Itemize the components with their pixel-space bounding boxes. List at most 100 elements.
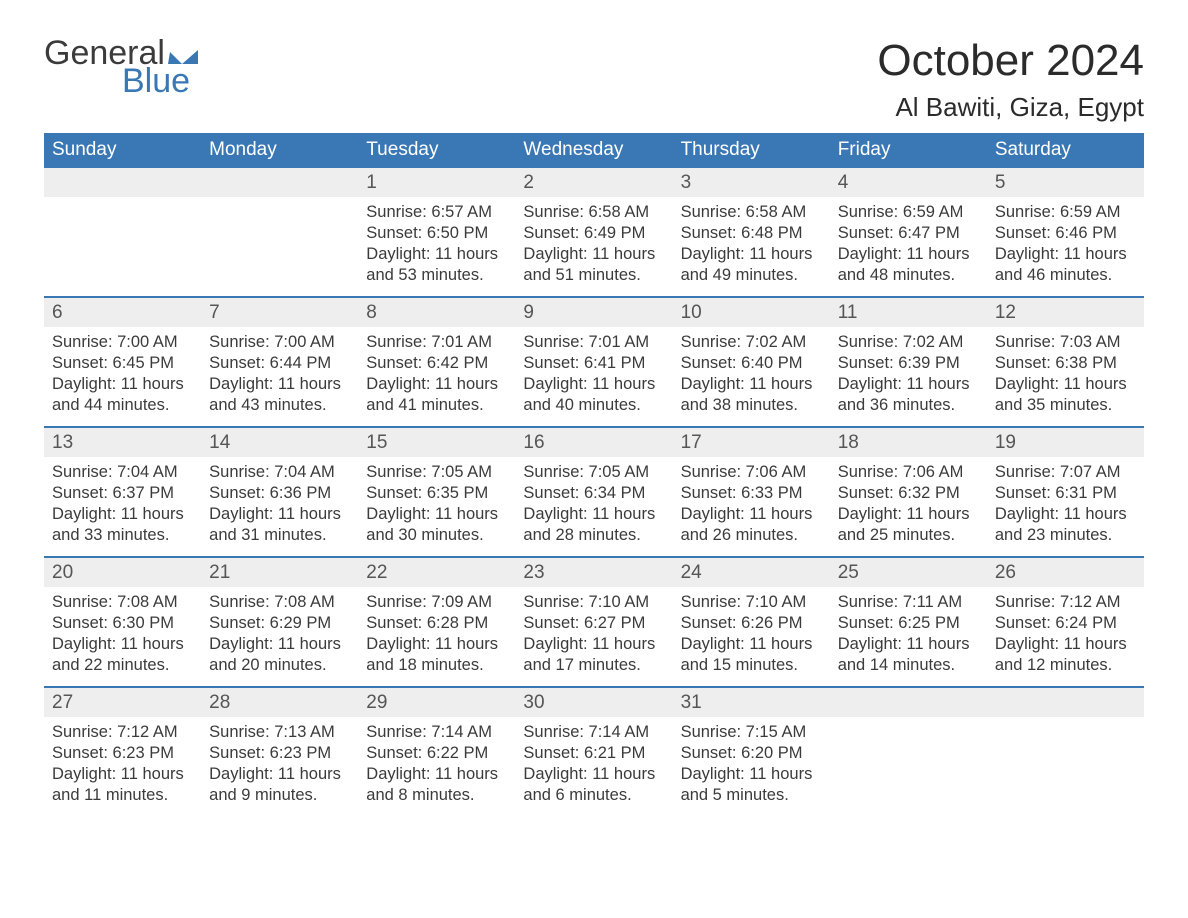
day-number: 16 (515, 428, 672, 457)
day-body: Sunrise: 7:05 AMSunset: 6:35 PMDaylight:… (358, 457, 515, 550)
day-number (830, 688, 987, 717)
flag-icon (168, 42, 198, 64)
sunset-line: Sunset: 6:38 PM (995, 353, 1136, 374)
sunrise-line: Sunrise: 7:00 AM (209, 332, 350, 353)
sunrise-line: Sunrise: 7:14 AM (366, 722, 507, 743)
daylight-line: Daylight: 11 hours and 48 minutes. (838, 244, 979, 286)
calendar-day: 5Sunrise: 6:59 AMSunset: 6:46 PMDaylight… (987, 168, 1144, 296)
sunrise-line: Sunrise: 7:14 AM (523, 722, 664, 743)
sunset-line: Sunset: 6:49 PM (523, 223, 664, 244)
daylight-line: Daylight: 11 hours and 49 minutes. (681, 244, 822, 286)
sunset-line: Sunset: 6:21 PM (523, 743, 664, 764)
weekday-header: Monday (201, 133, 358, 168)
daylight-line: Daylight: 11 hours and 25 minutes. (838, 504, 979, 546)
calendar: SundayMondayTuesdayWednesdayThursdayFrid… (44, 133, 1144, 816)
daylight-line: Daylight: 11 hours and 17 minutes. (523, 634, 664, 676)
day-number: 26 (987, 558, 1144, 587)
day-number: 15 (358, 428, 515, 457)
calendar-week: 27Sunrise: 7:12 AMSunset: 6:23 PMDayligh… (44, 686, 1144, 816)
day-body: Sunrise: 7:14 AMSunset: 6:22 PMDaylight:… (358, 717, 515, 810)
daylight-line: Daylight: 11 hours and 44 minutes. (52, 374, 193, 416)
calendar-week: 13Sunrise: 7:04 AMSunset: 6:37 PMDayligh… (44, 426, 1144, 556)
sunrise-line: Sunrise: 7:01 AM (366, 332, 507, 353)
sunset-line: Sunset: 6:32 PM (838, 483, 979, 504)
sunrise-line: Sunrise: 7:08 AM (52, 592, 193, 613)
sunrise-line: Sunrise: 7:12 AM (995, 592, 1136, 613)
sunrise-line: Sunrise: 6:58 AM (523, 202, 664, 223)
day-number: 27 (44, 688, 201, 717)
day-number: 21 (201, 558, 358, 587)
sunset-line: Sunset: 6:42 PM (366, 353, 507, 374)
calendar-day: 28Sunrise: 7:13 AMSunset: 6:23 PMDayligh… (201, 688, 358, 816)
day-body: Sunrise: 7:00 AMSunset: 6:45 PMDaylight:… (44, 327, 201, 420)
sunrise-line: Sunrise: 6:59 AM (838, 202, 979, 223)
day-body: Sunrise: 7:13 AMSunset: 6:23 PMDaylight:… (201, 717, 358, 810)
calendar-day: 22 Sunrise: 7:09 AMSunset: 6:28 PMDayligh… (358, 558, 515, 686)
weekday-header: Friday (830, 133, 987, 168)
location-text: Al Bawiti, Giza, Egypt (877, 92, 1144, 123)
day-number: 14 (201, 428, 358, 457)
day-number (44, 168, 201, 197)
sunset-line: Sunset: 6:31 PM (995, 483, 1136, 504)
sunset-line: Sunset: 6:46 PM (995, 223, 1136, 244)
day-body: Sunrise: 7:01 AMSunset: 6:42 PMDaylight:… (358, 327, 515, 420)
weekday-header: Wednesday (515, 133, 672, 168)
daylight-line: Daylight: 11 hours and 5 minutes. (681, 764, 822, 806)
day-body: Sunrise: 7:04 AMSunset: 6:36 PMDaylight:… (201, 457, 358, 550)
sunrise-line: Sunrise: 6:59 AM (995, 202, 1136, 223)
daylight-line: Daylight: 11 hours and 35 minutes. (995, 374, 1136, 416)
sunset-line: Sunset: 6:50 PM (366, 223, 507, 244)
daylight-line: Daylight: 11 hours and 18 minutes. (366, 634, 507, 676)
day-number: 28 (201, 688, 358, 717)
day-body: Sunrise: 7:06 AMSunset: 6:33 PMDaylight:… (673, 457, 830, 550)
sunset-line: Sunset: 6:48 PM (681, 223, 822, 244)
sunrise-line: Sunrise: 7:09 AM (366, 592, 507, 613)
sunset-line: Sunset: 6:33 PM (681, 483, 822, 504)
calendar-day: 15Sunrise: 7:05 AMSunset: 6:35 PMDayligh… (358, 428, 515, 556)
day-number: 24 (673, 558, 830, 587)
calendar-day: 20Sunrise: 7:08 AMSunset: 6:30 PMDayligh… (44, 558, 201, 686)
sunset-line: Sunset: 6:28 PM (366, 613, 507, 634)
sunset-line: Sunset: 6:44 PM (209, 353, 350, 374)
day-number: 3 (673, 168, 830, 197)
day-body: Sunrise: 7:10 AMSunset: 6:26 PMDaylight:… (673, 587, 830, 680)
day-number: 2 (515, 168, 672, 197)
sunrise-line: Sunrise: 6:57 AM (366, 202, 507, 223)
calendar-day: 21Sunrise: 7:08 AMSunset: 6:29 PMDayligh… (201, 558, 358, 686)
day-body: Sunrise: 7:06 AMSunset: 6:32 PMDaylight:… (830, 457, 987, 550)
sunrise-line: Sunrise: 7:06 AM (838, 462, 979, 483)
calendar-day: 3Sunrise: 6:58 AMSunset: 6:48 PMDaylight… (673, 168, 830, 296)
sunset-line: Sunset: 6:34 PM (523, 483, 664, 504)
daylight-line: Daylight: 11 hours and 14 minutes. (838, 634, 979, 676)
daylight-line: Daylight: 11 hours and 15 minutes. (681, 634, 822, 676)
calendar-day: 4Sunrise: 6:59 AMSunset: 6:47 PMDaylight… (830, 168, 987, 296)
day-number: 25 (830, 558, 987, 587)
day-body: Sunrise: 7:12 AMSunset: 6:23 PMDaylight:… (44, 717, 201, 810)
calendar-day: 8Sunrise: 7:01 AMSunset: 6:42 PMDaylight… (358, 298, 515, 426)
day-number: 20 (44, 558, 201, 587)
month-title: October 2024 (877, 36, 1144, 86)
sunrise-line: Sunrise: 7:05 AM (366, 462, 507, 483)
calendar-day: 14Sunrise: 7:04 AMSunset: 6:36 PMDayligh… (201, 428, 358, 556)
sunset-line: Sunset: 6:30 PM (52, 613, 193, 634)
weekday-header: Thursday (673, 133, 830, 168)
day-number: 10 (673, 298, 830, 327)
calendar-day: 30Sunrise: 7:14 AMSunset: 6:21 PMDayligh… (515, 688, 672, 816)
sunset-line: Sunset: 6:45 PM (52, 353, 193, 374)
day-number: 22 (358, 558, 515, 587)
day-number: 23 (515, 558, 672, 587)
calendar-day: 1Sunrise: 6:57 AMSunset: 6:50 PMDaylight… (358, 168, 515, 296)
sunrise-line: Sunrise: 7:07 AM (995, 462, 1136, 483)
daylight-line: Daylight: 11 hours and 28 minutes. (523, 504, 664, 546)
calendar-day-empty (830, 688, 987, 816)
sunrise-line: Sunrise: 7:10 AM (681, 592, 822, 613)
calendar-day: 9Sunrise: 7:01 AMSunset: 6:41 PMDaylight… (515, 298, 672, 426)
calendar-day-empty (987, 688, 1144, 816)
day-body: Sunrise: 6:59 AMSunset: 6:46 PMDaylight:… (987, 197, 1144, 290)
sunrise-line: Sunrise: 7:05 AM (523, 462, 664, 483)
calendar-day: 2Sunrise: 6:58 AMSunset: 6:49 PMDaylight… (515, 168, 672, 296)
sunrise-line: Sunrise: 7:02 AM (681, 332, 822, 353)
day-body: Sunrise: 6:58 AMSunset: 6:49 PMDaylight:… (515, 197, 672, 290)
day-number: 13 (44, 428, 201, 457)
sunset-line: Sunset: 6:35 PM (366, 483, 507, 504)
